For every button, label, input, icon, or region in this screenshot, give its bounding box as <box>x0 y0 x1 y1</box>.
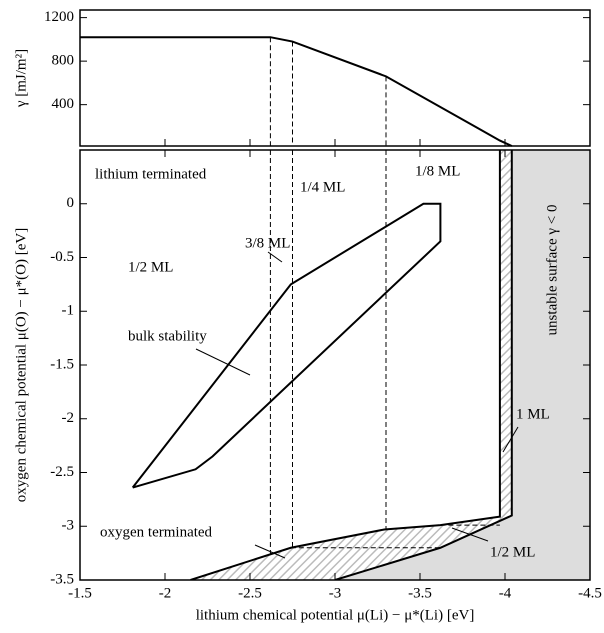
gamma-line <box>80 36 513 147</box>
annotation: oxygen terminated <box>100 524 213 540</box>
y-tick-label: 1200 <box>44 9 74 25</box>
frame <box>79 149 591 581</box>
x-tick-label: -4.5 <box>578 585 602 601</box>
annotation: bulk stability <box>128 328 207 344</box>
annotation: unstable surface γ < 0 <box>544 205 560 336</box>
y-tick-label: -1.5 <box>50 356 74 372</box>
leader-line <box>195 348 251 376</box>
x-tick-label: -1.5 <box>68 585 92 601</box>
y-tick-label: -2.5 <box>50 464 74 480</box>
leader-line <box>451 527 489 542</box>
annotation: 1/4 ML <box>300 179 345 195</box>
y-tick-label: -3 <box>62 518 75 534</box>
annotation: 1/2 ML <box>490 544 535 560</box>
annotation: 1/8 ML <box>415 163 460 179</box>
y-tick-label: -3.5 <box>50 571 74 587</box>
y-axis-label: oxygen chemical potential μ(O) − μ*(O) [… <box>13 228 29 502</box>
frame <box>79 9 591 147</box>
y-tick-label: 400 <box>52 96 75 112</box>
annotation: 1 ML <box>516 406 550 422</box>
y-tick-label: -2 <box>62 410 75 426</box>
y-tick-label: 0 <box>67 195 75 211</box>
y-tick-label: 800 <box>52 53 75 69</box>
y-axis-label: γ [mJ/m²] <box>13 49 29 108</box>
leader-line <box>254 544 286 559</box>
x-tick-label: -3.5 <box>408 585 432 601</box>
region <box>499 150 512 517</box>
annotation: lithium terminated <box>95 166 207 182</box>
boundary-line <box>334 150 513 580</box>
annotation: 1/2 ML <box>128 259 173 275</box>
region <box>335 150 590 580</box>
x-tick-label: -2.5 <box>238 585 262 601</box>
leader-line <box>502 426 519 453</box>
y-tick-label: -1 <box>62 303 75 319</box>
x-tick-label: -3 <box>329 585 342 601</box>
y-tick-label: -0.5 <box>50 249 74 265</box>
x-tick-label: -4 <box>499 585 512 601</box>
x-axis-label: lithium chemical potential μ(Li) − μ*(Li… <box>196 607 475 623</box>
annotation: 3/8 ML <box>245 235 290 251</box>
x-tick-label: -2 <box>159 585 172 601</box>
leader-line <box>267 251 283 263</box>
boundary-line <box>190 150 501 580</box>
boundary-line <box>131 202 442 489</box>
plot-area <box>131 150 590 580</box>
